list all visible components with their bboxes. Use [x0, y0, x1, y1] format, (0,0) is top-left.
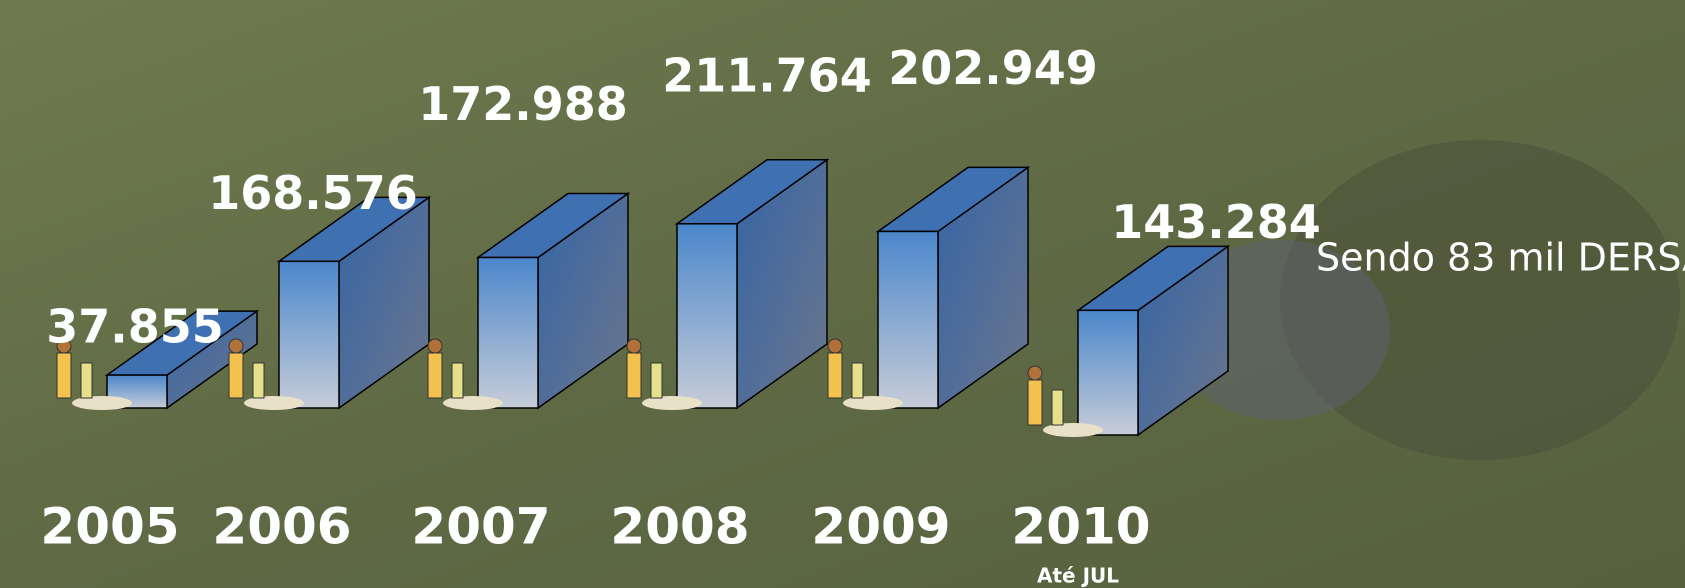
- figure: [228, 352, 244, 399]
- figure: [427, 352, 443, 399]
- figure: [851, 362, 864, 399]
- figure-shadow: [244, 396, 304, 410]
- figure: [80, 362, 93, 399]
- bar: [676, 223, 738, 409]
- figure-head: [228, 338, 244, 354]
- x-tick-label: 2006: [212, 498, 351, 556]
- figure-shadow: [843, 396, 903, 410]
- figure: [56, 352, 72, 399]
- x-tick-label: 2008: [610, 498, 749, 556]
- annotation: Sendo 83 mil DERSA: [1316, 236, 1685, 280]
- period-note: Até JUL: [1037, 564, 1119, 588]
- bar: [1077, 309, 1139, 436]
- figure-head: [56, 338, 72, 354]
- figure: [451, 362, 464, 399]
- value-label: 37.855: [46, 300, 224, 354]
- bar: [278, 260, 340, 409]
- x-tick-label: 2009: [811, 498, 950, 556]
- value-label: 172.988: [418, 77, 628, 131]
- figure-shadow: [443, 396, 503, 410]
- figure-shadow: [72, 396, 132, 410]
- x-tick-label: 2007: [411, 498, 550, 556]
- figure-head: [626, 338, 642, 354]
- photo-shade: [1280, 140, 1680, 460]
- x-tick-label: 2005: [40, 498, 179, 556]
- bar: [477, 256, 539, 409]
- value-label: 143.284: [1111, 195, 1321, 249]
- figure-head: [1027, 365, 1043, 381]
- figure: [252, 362, 265, 399]
- figure-shadow: [1043, 423, 1103, 437]
- figure: [626, 352, 642, 399]
- figure: [1051, 389, 1064, 426]
- figure-head: [427, 338, 443, 354]
- value-label: 168.576: [208, 166, 418, 220]
- value-label: 211.764: [662, 48, 872, 102]
- figure-shadow: [642, 396, 702, 410]
- figure: [827, 352, 843, 399]
- bar: [877, 230, 939, 409]
- figure: [650, 362, 663, 399]
- value-label: 202.949: [888, 41, 1098, 95]
- figure: [1027, 379, 1043, 426]
- figure-head: [827, 338, 843, 354]
- x-tick-label: 2010: [1011, 498, 1150, 556]
